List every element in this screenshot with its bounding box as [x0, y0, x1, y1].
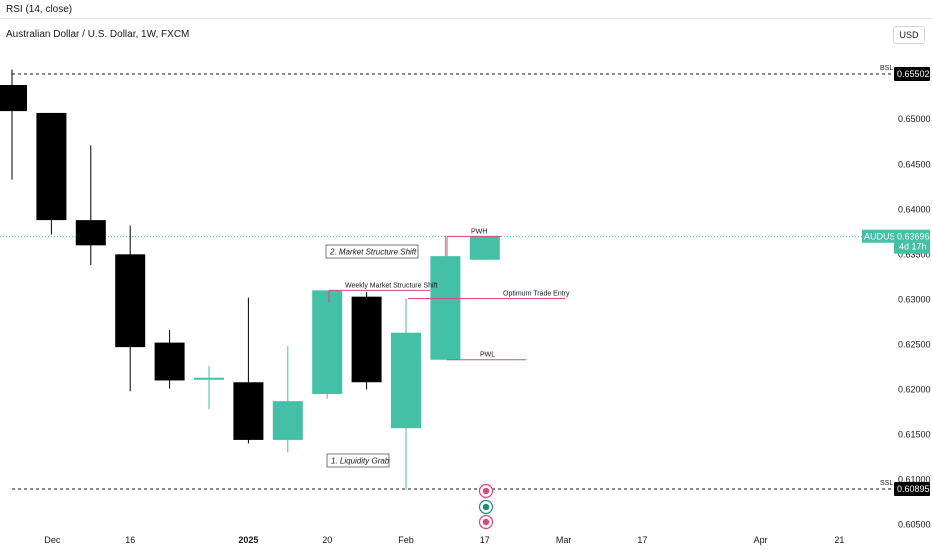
candle-body	[391, 332, 421, 429]
candle-body	[154, 342, 185, 381]
current-price-text: 0.63696	[897, 232, 930, 242]
y-tick-label: 0.62500	[898, 339, 931, 349]
price-badge	[894, 67, 930, 81]
globe-icon-inner	[482, 503, 490, 511]
symbol-badge-text: AUDUSD	[864, 232, 903, 242]
lightning-icon-inner	[482, 487, 490, 495]
candle-body	[115, 254, 146, 348]
y-tick-label: 0.63500	[898, 249, 931, 259]
x-tick-label: 2025	[238, 535, 258, 545]
indicator-label: RSI (14, close)	[6, 4, 73, 15]
liquidity-level-label: BSL	[880, 65, 893, 72]
y-tick-label: 0.61000	[898, 475, 931, 485]
countdown-text: 4d 17h	[899, 242, 927, 252]
x-tick-label: Apr	[754, 535, 768, 545]
price-badge	[894, 482, 930, 496]
mss-box-label: 2. Market Structure Shift	[329, 248, 417, 257]
candle-body	[194, 377, 224, 380]
candle-body	[351, 296, 382, 383]
price-badge-text: 0.65502	[897, 69, 930, 79]
candle-body	[430, 256, 461, 360]
candle-body	[272, 401, 303, 440]
x-tick-label: 17	[480, 535, 490, 545]
price-badge-text: 0.60895	[897, 484, 930, 494]
currency-button[interactable]: USD	[893, 26, 925, 44]
x-tick-label: 17	[637, 535, 647, 545]
y-tick-label: 0.60500	[898, 520, 931, 530]
pwl-label: PWL	[480, 352, 495, 359]
x-tick-label: Feb	[398, 535, 414, 545]
grab-box	[326, 453, 390, 468]
y-tick-label: 0.62000	[898, 384, 931, 394]
x-tick-label: 20	[322, 535, 332, 545]
candle-body	[75, 220, 106, 246]
candle-body	[312, 290, 343, 394]
x-tick-label: 16	[125, 535, 135, 545]
y-tick-label: 0.63000	[898, 294, 931, 304]
candle-body	[36, 112, 67, 221]
grab-box-label: 1. Liquidity Grab	[331, 457, 390, 466]
pwh-label: PWH	[471, 228, 487, 235]
mss-box	[325, 244, 419, 259]
chart-title: Australian Dollar / U.S. Dollar, 1W, FXC…	[6, 29, 190, 40]
liquidity-level-label: SSL	[880, 480, 893, 487]
flag-icon-inner	[482, 518, 490, 526]
ote-label: Optimum Trade Entry	[503, 290, 570, 297]
candle-body	[469, 236, 500, 260]
x-tick-label: 21	[834, 535, 844, 545]
candle-body	[233, 382, 264, 440]
x-tick-label: Mar	[556, 535, 572, 545]
current-price-badge	[894, 229, 930, 254]
y-tick-label: 0.64500	[898, 159, 931, 169]
y-tick-label: 0.64000	[898, 204, 931, 214]
x-tick-label: Dec	[44, 535, 61, 545]
y-tick-label: 0.65000	[898, 114, 931, 124]
candle-body	[0, 84, 27, 112]
weekly-mss-label: Weekly Market Structure Shift	[345, 282, 438, 289]
symbol-badge	[862, 229, 894, 243]
y-tick-label: 0.61500	[898, 430, 931, 440]
